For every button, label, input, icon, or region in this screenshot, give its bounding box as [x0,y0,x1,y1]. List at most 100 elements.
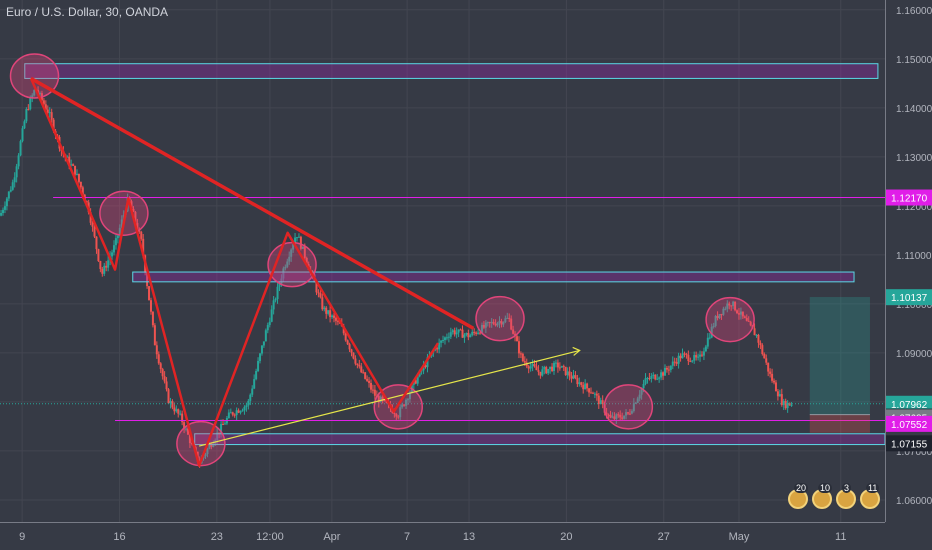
candle-body [700,354,703,356]
symbol-title[interactable]: Euro / U.S. Dollar, 30, OANDA [6,5,169,19]
price-axis-bg [885,0,932,550]
price-tick-label: 1.16000 [896,6,932,17]
candle-body [662,372,665,376]
candle-body [278,283,281,287]
candle-body [443,337,446,341]
candle-body [255,370,258,380]
position-target-zone [809,297,870,415]
candle-body [498,321,501,323]
price-label: 1.10137 [891,293,928,304]
candle-body [231,412,234,415]
price-label-bg [886,289,932,306]
candle-body [27,109,30,111]
candle-body [560,365,563,368]
candle-body [173,407,176,412]
price-tick-label: 1.10000 [896,300,932,311]
candle-body [728,303,731,306]
candle-body [260,345,263,354]
candle-body [564,366,567,376]
candle-body [467,333,470,338]
event-badge[interactable]: 10 [812,483,833,509]
candle-body [625,412,628,416]
candle-body [461,329,464,338]
candle-body [426,357,429,368]
candle-body [482,324,485,328]
candle-body [648,378,651,380]
candle-body [597,395,600,405]
candle-body [39,93,42,95]
candle-body [463,334,466,338]
candle-body [237,410,240,413]
candle-body [371,389,374,391]
candle-body [480,324,483,334]
candle-body [459,329,462,331]
candle-body [576,378,579,385]
candle-body [590,392,593,394]
time-axis[interactable]: 9 16 23 12:00 Apr 7 13 20 27 May 11 [0,522,885,544]
candle-body [299,236,302,249]
candle-body [7,191,10,199]
candle-body [763,353,766,359]
price-axis[interactable]: 1.16000 1.15000 1.14000 1.13000 1.12000 1.110… [885,0,932,550]
candle-body [183,422,186,429]
drawings [0,53,886,467]
candle-body [212,443,215,447]
candle-body [588,388,591,393]
candle-body [75,173,78,175]
candle-body [74,165,77,175]
candle-body [358,365,361,367]
candle-body [712,325,715,327]
time-tick-label: 27 [658,531,670,543]
event-badge[interactable]: 3 [836,483,856,509]
candle-body [716,315,719,319]
candle-body [663,367,666,376]
candle-body [704,346,707,352]
candle-body [2,209,5,213]
candle-body [545,367,548,374]
price-label: 1.12170 [891,194,928,205]
candle-body [66,156,69,158]
candle-body [91,222,94,227]
candle-body [148,286,151,301]
candle-body [17,155,20,167]
candle-body [103,265,106,274]
candle-body [654,374,657,380]
candle-body [595,393,598,396]
zone-box [132,271,855,283]
candle-body [151,311,154,326]
event-badges[interactable]: 20 10 3 11 [788,483,880,509]
candle-body [188,434,191,444]
candle-body [354,358,357,364]
event-badge[interactable]: 11 [860,483,880,509]
candle-body [21,128,24,142]
candle-body [455,332,458,335]
candle-body [33,90,36,96]
candle-body [235,410,238,416]
candle-body [554,362,557,364]
event-badge[interactable]: 20 [788,483,809,509]
candle-body [319,293,322,298]
candle-body [101,268,104,274]
candle-body [395,414,398,417]
candle-body [373,389,376,396]
candle-body [471,331,474,336]
candle-body [551,366,554,371]
candle-body [644,378,647,384]
candle-body [708,337,711,339]
candle-body [586,383,589,389]
candle-body [216,432,219,441]
candle-body [332,315,335,318]
candle-body [134,211,137,223]
candle-body [321,297,324,310]
marker-circle [603,384,654,430]
candle-body [679,355,682,359]
candle-body [566,371,569,376]
candle-body [697,356,700,358]
candle-body [619,414,622,418]
candle-body [118,227,121,236]
candle-body [142,238,145,256]
candle-body [161,369,164,377]
price-label-bg [886,415,932,432]
candle-body [726,303,729,309]
